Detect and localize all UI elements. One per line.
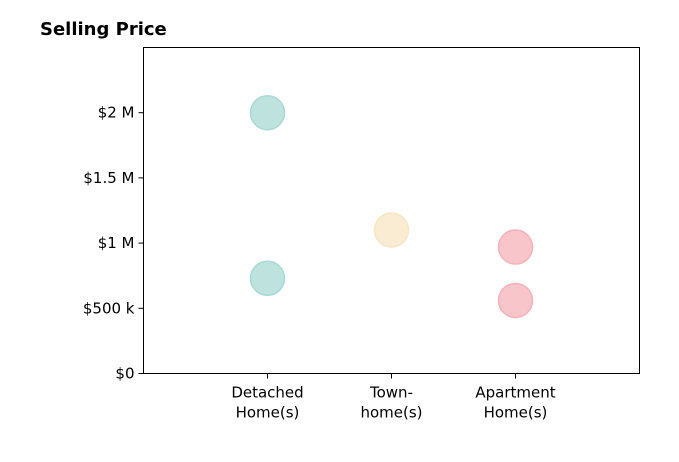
y-tick-label: $500 k [83, 299, 135, 317]
data-points [249, 94, 534, 319]
x-tick-label: Town-home(s) [360, 384, 422, 422]
x-tick-label: Detached Home(s) [231, 384, 303, 422]
y-axis: $0 $500 k $1 M $1.5 M $2 M [83, 104, 144, 383]
x-tick-label: Apartment Home(s) [475, 384, 555, 422]
data-point [249, 94, 286, 131]
y-tick-label: $0 [115, 365, 134, 383]
y-tick-label: $2 M [98, 104, 135, 122]
plot-frame [143, 47, 640, 374]
data-point [497, 229, 534, 265]
y-tick-label: $1.5 M [83, 169, 134, 187]
y-tick-label: $1 M [98, 234, 135, 252]
data-point [249, 260, 286, 297]
data-point [373, 212, 410, 248]
data-point [497, 282, 534, 319]
x-axis: Detached Home(s) Town-home(s) Apartment Home… [231, 373, 556, 422]
chart-title: Selling Price [40, 19, 167, 40]
